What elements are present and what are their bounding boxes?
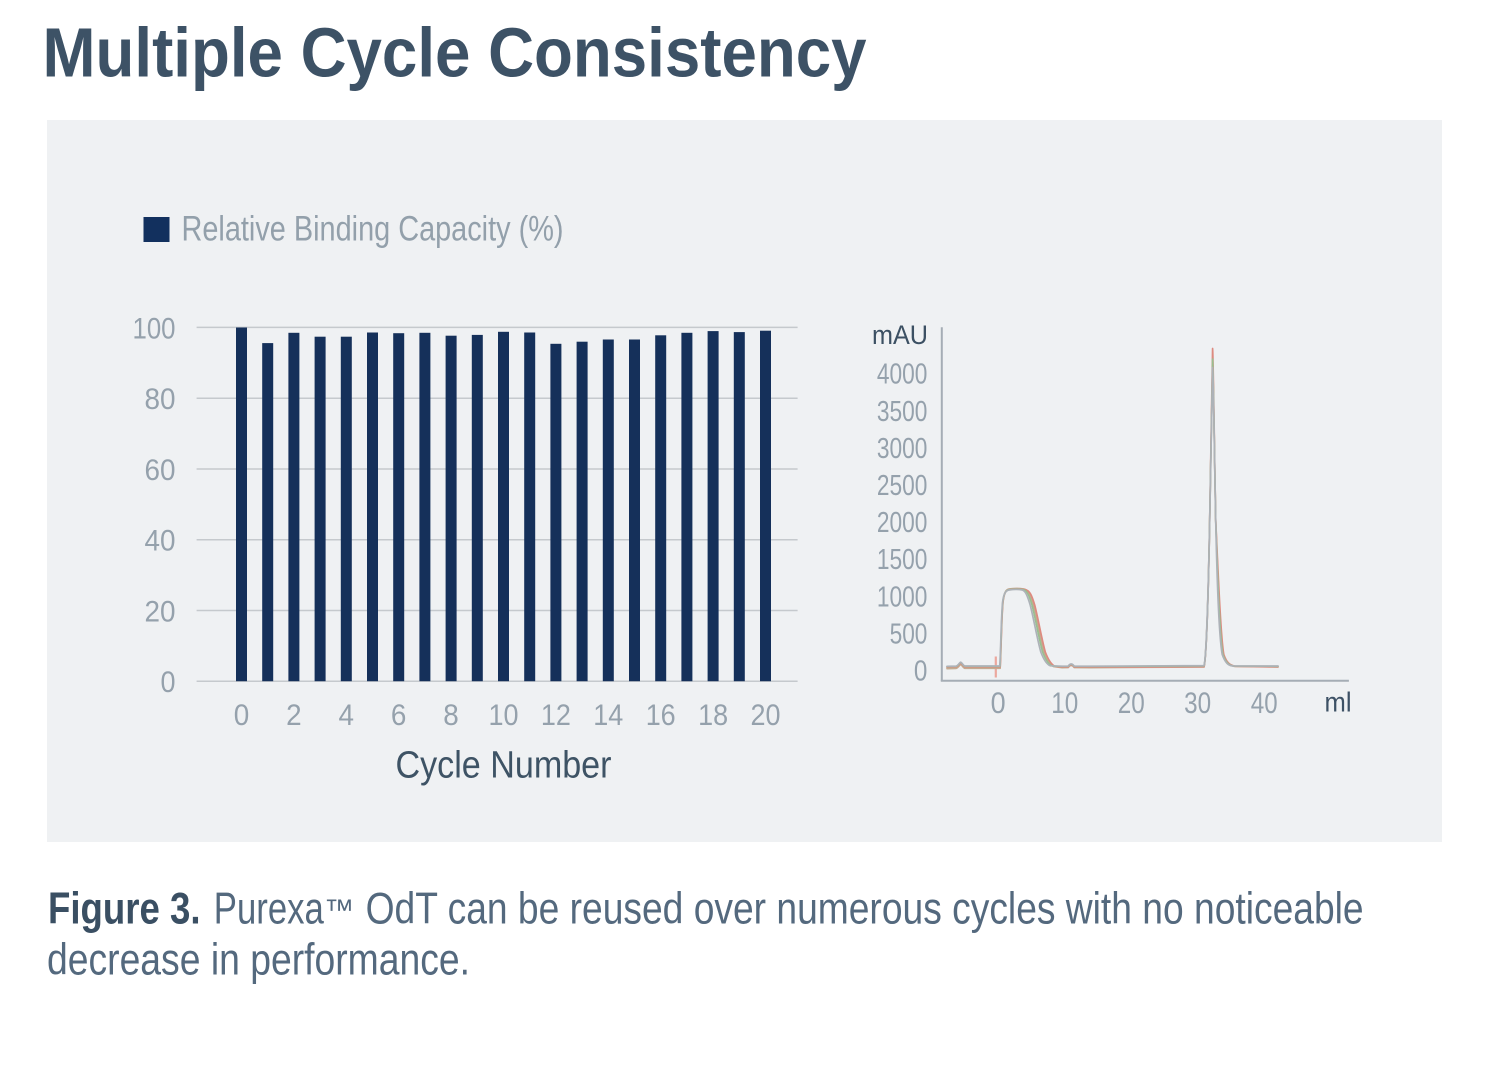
svg-text:10: 10 [1051, 687, 1078, 720]
svg-text:10: 10 [489, 699, 519, 732]
svg-text:20: 20 [1118, 687, 1145, 720]
svg-text:4000: 4000 [877, 359, 928, 391]
svg-text:0: 0 [914, 656, 928, 688]
svg-text:0: 0 [991, 687, 1006, 720]
svg-text:500: 500 [890, 618, 928, 650]
svg-text:12: 12 [541, 699, 571, 732]
svg-text:Multiple Cycle Consistency: Multiple Cycle Consistency [43, 14, 867, 92]
svg-text:30: 30 [1184, 687, 1211, 720]
svg-text:Relative Binding Capacity (%): Relative Binding Capacity (%) [182, 210, 564, 249]
svg-text:4: 4 [339, 699, 355, 732]
svg-text:0: 0 [234, 699, 250, 732]
svg-text:Cycle Number: Cycle Number [396, 745, 612, 787]
svg-text:40: 40 [145, 525, 176, 558]
svg-text:100: 100 [133, 312, 176, 345]
svg-text:ml: ml [1325, 687, 1352, 718]
svg-text:60: 60 [145, 454, 176, 487]
svg-text:20: 20 [145, 596, 176, 629]
svg-text:Figure 3.: Figure 3. [48, 885, 201, 934]
svg-text:™: ™ [324, 894, 354, 927]
svg-text:20: 20 [751, 699, 781, 732]
svg-text:3000: 3000 [877, 433, 928, 465]
svg-text:16: 16 [646, 699, 676, 732]
svg-text:8: 8 [443, 699, 459, 732]
svg-text:14: 14 [593, 699, 623, 732]
svg-text:2: 2 [286, 699, 302, 732]
svg-text:2000: 2000 [877, 507, 928, 539]
svg-text:18: 18 [698, 699, 728, 732]
svg-text:decrease in performance.: decrease in performance. [47, 936, 470, 985]
svg-text:6: 6 [391, 699, 407, 732]
svg-text:1500: 1500 [877, 544, 928, 576]
svg-text:2500: 2500 [877, 470, 928, 502]
svg-text:1000: 1000 [877, 581, 928, 613]
svg-text:80: 80 [145, 383, 176, 416]
svg-text:mAU: mAU [872, 320, 928, 350]
svg-text:40: 40 [1251, 687, 1278, 720]
svg-text:0: 0 [161, 666, 176, 699]
svg-text:3500: 3500 [877, 396, 928, 428]
svg-text:Purexa: Purexa [214, 885, 324, 934]
svg-text:OdT can be reused over numerou: OdT can be reused over numerous cycles w… [366, 885, 1364, 934]
